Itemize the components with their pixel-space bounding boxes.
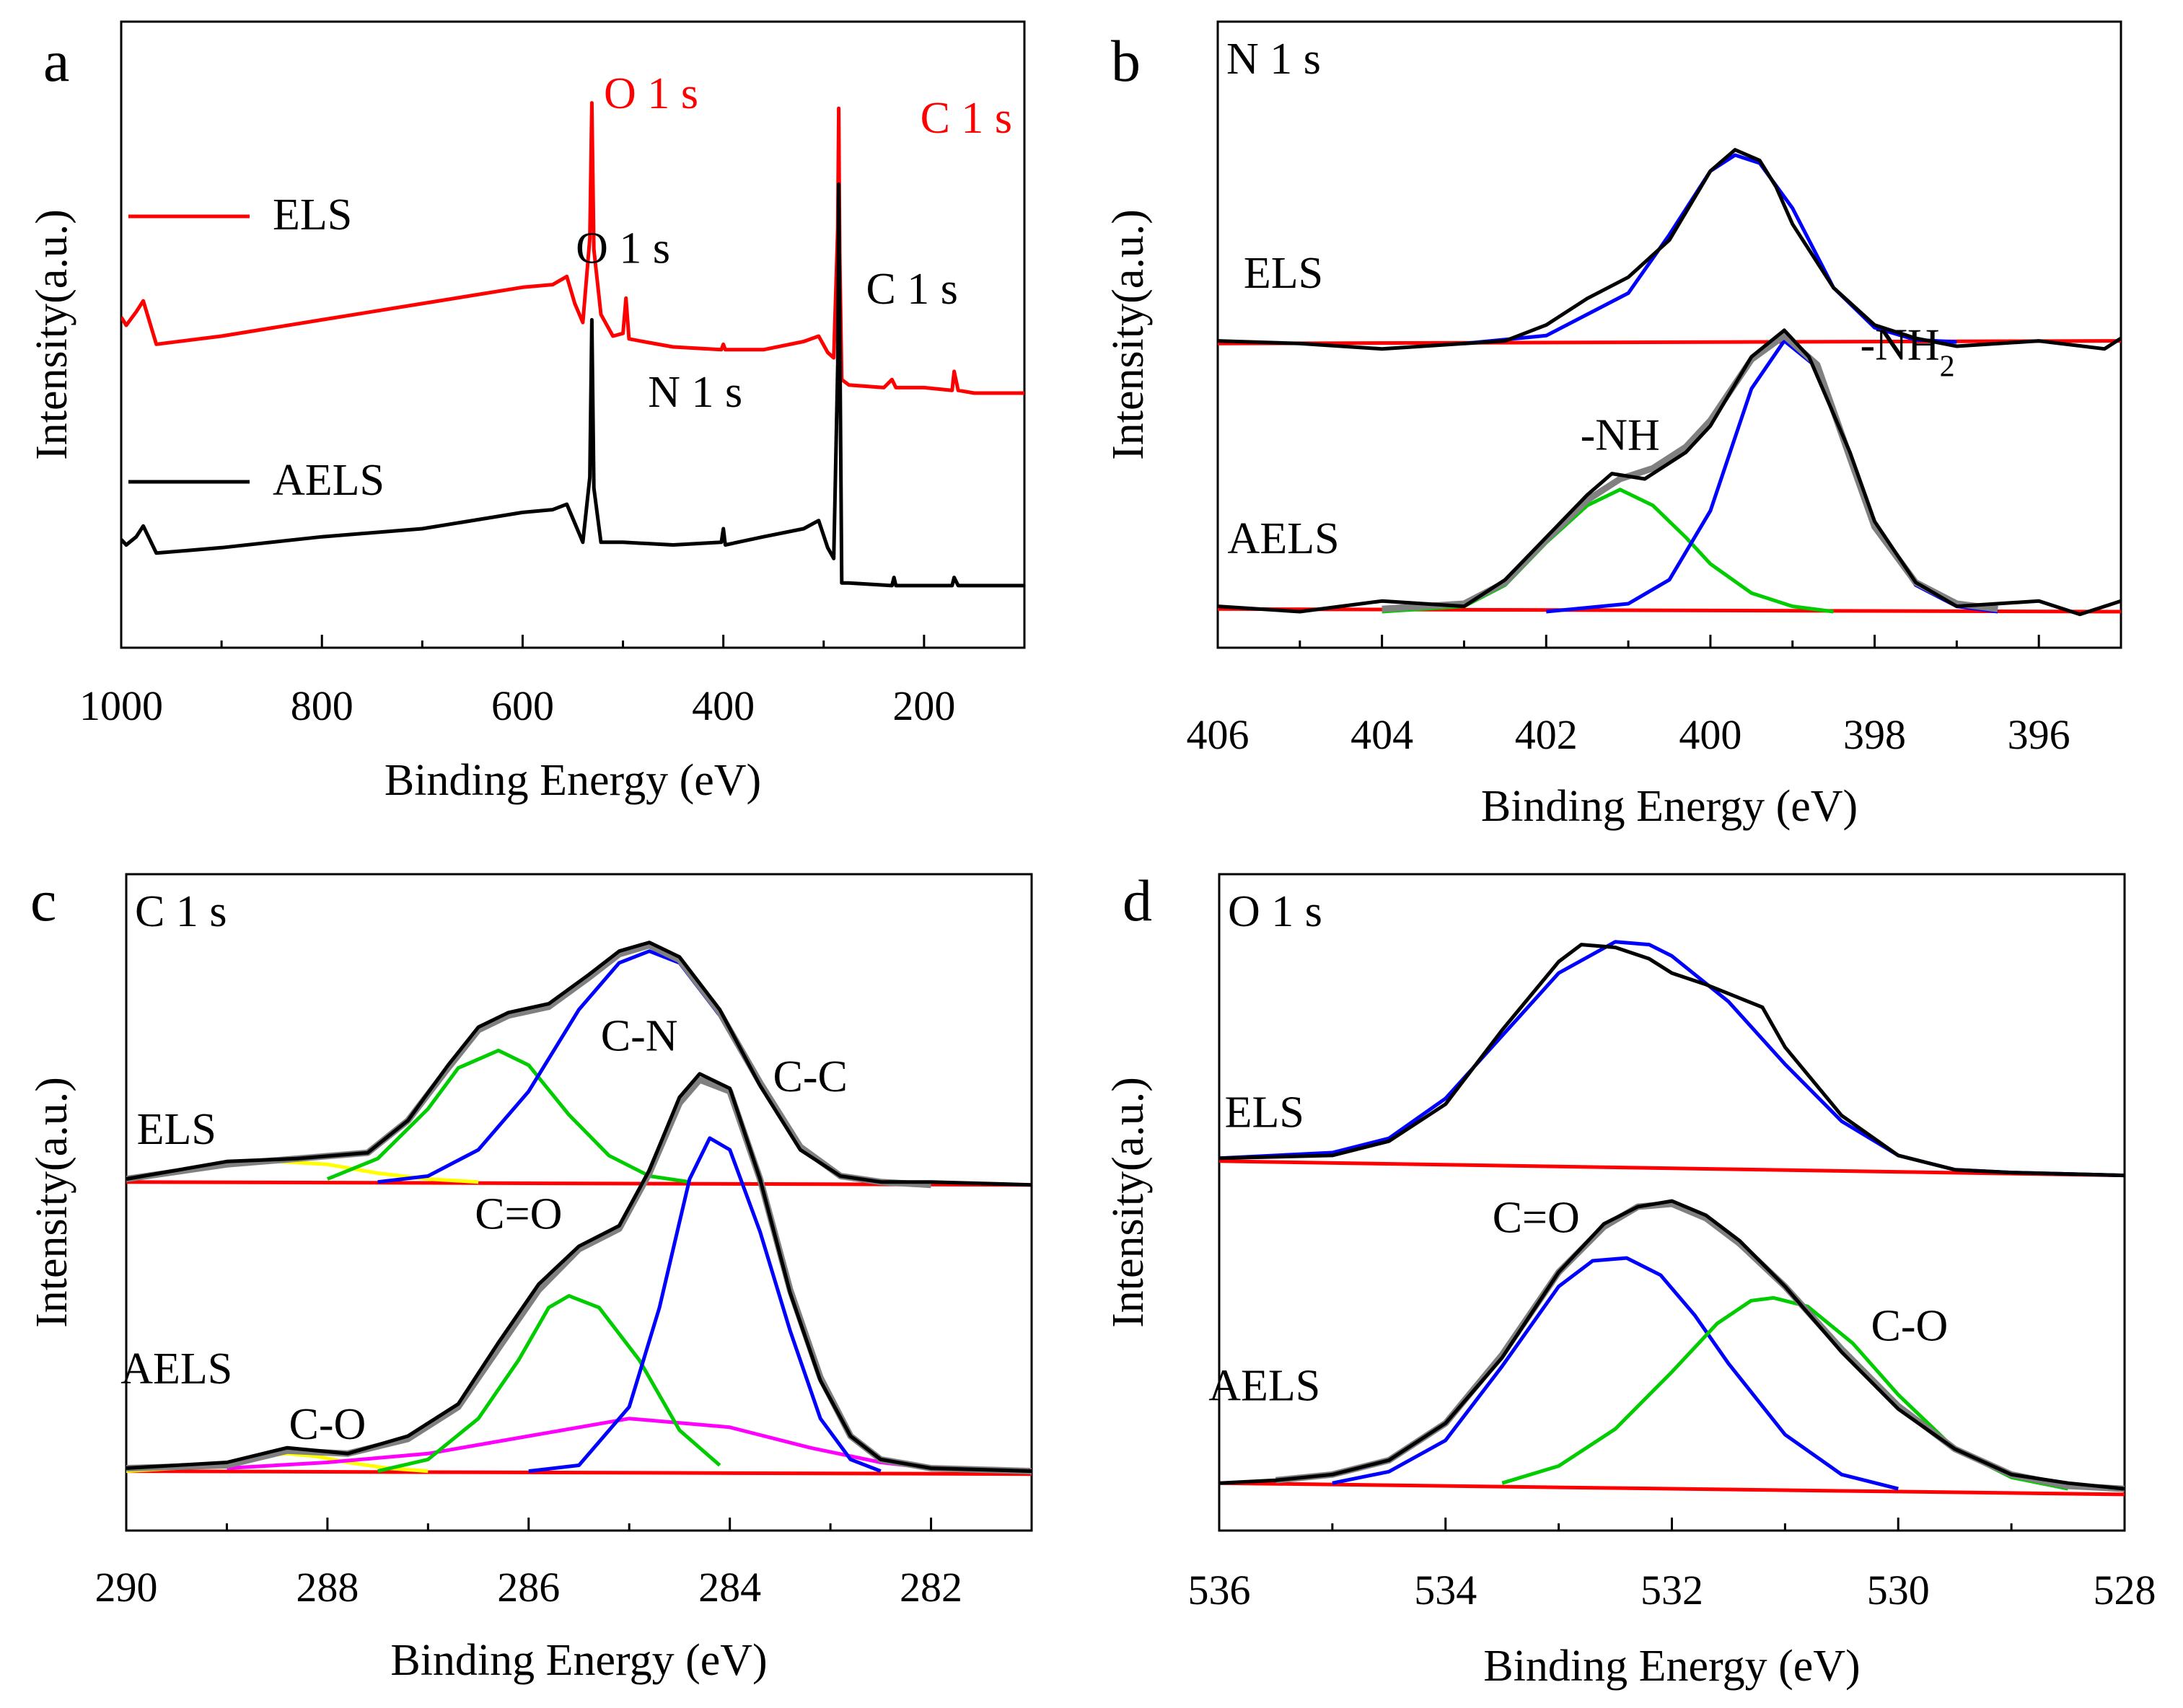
x-tick-label: 600 (491, 682, 554, 729)
annotation-label: C-N (601, 1011, 678, 1060)
panel-b: b 406 404 402 400 398 396 Binding Energy (eV) In… (1104, 20, 2122, 831)
x-tick-label: 800 (291, 682, 353, 729)
annotation-label: -NH (1581, 411, 1660, 460)
series-aels-nh2-peak (1546, 339, 1998, 614)
series-aels-baseline (1219, 1481, 2125, 1497)
panel-d: d 536 534 532 530 528 Binding Energy (eV) Inten… (1104, 868, 2156, 1691)
x-tick-label: 286 (497, 1564, 560, 1611)
x-axis-label: Binding Energy (eV) (1481, 782, 1858, 831)
x-tick-label: 290 (95, 1564, 158, 1611)
plot-frame (1216, 20, 2122, 649)
x-tick-label: 284 (698, 1564, 761, 1611)
x-tick-label: 282 (900, 1564, 962, 1611)
spectrum-title: C 1 s (135, 887, 227, 936)
annotation-label: O 1 s (576, 224, 670, 273)
x-axis-label: Binding Energy (eV) (390, 1636, 767, 1685)
x-tick-label: 406 (1187, 711, 1249, 758)
panel-c: c 290 288 286 284 282 Binding Energy (eV) Inten… (27, 868, 1033, 1685)
series-aels-envelope (126, 1076, 1032, 1475)
x-tick-label: 530 (1867, 1567, 1930, 1614)
series-els-c-o-peak (326, 1048, 690, 1184)
series-aels-c-o-peak (1332, 1256, 1899, 1491)
y-axis-label: Intensity(a.u.) (1104, 1077, 1153, 1328)
annotation-label: AELS (1228, 514, 1340, 563)
annotation-label: AELS (120, 1344, 232, 1394)
annotation-label: AELS (1208, 1362, 1320, 1411)
series-aels-raw (1219, 1199, 2125, 1491)
panel-letter: d (1123, 868, 1152, 933)
annotation-label: ELS (1225, 1088, 1304, 1137)
annotation-label: C-C (773, 1052, 848, 1101)
x-tick-label: 534 (1414, 1567, 1477, 1614)
annotation-label: ELS (137, 1105, 216, 1154)
annotation-label: C-O (289, 1400, 366, 1449)
series-aels-c-o-peak (377, 1294, 721, 1474)
x-tick-label: 536 (1188, 1567, 1251, 1614)
x-tick-label: 396 (2008, 711, 2070, 758)
series-aels-raw (1218, 328, 2121, 617)
series-els (121, 101, 1024, 395)
annotation-label: C=O (1493, 1194, 1580, 1243)
panel-letter: a (43, 28, 69, 94)
x-tick-label: 528 (2094, 1567, 2156, 1614)
series-aels-baseline (126, 1469, 1032, 1476)
panel-a: a 1000 800 600 400 200 Binding Energy (eV) Inte… (27, 20, 1026, 805)
x-tick-label: 404 (1350, 711, 1413, 758)
panel-letter: b (1111, 28, 1141, 94)
series-aels-envelope (1382, 332, 1998, 612)
x-tick-label: 402 (1515, 711, 1578, 758)
x-axis-label: Binding Energy (eV) (1483, 1642, 1860, 1691)
spectrum-title: N 1 s (1226, 35, 1321, 84)
x-axis-label: Binding Energy (eV) (385, 756, 761, 805)
annotation-label: N 1 s (648, 368, 742, 417)
series-aels-raw (126, 1072, 1032, 1474)
series-aels-baseline (1218, 607, 2121, 614)
x-tick-label: 1000 (79, 682, 163, 729)
annotation-label: -NH2 (1860, 320, 1954, 383)
legend-label: AELS (273, 456, 385, 505)
legend-label: ELS (273, 190, 352, 239)
y-axis-label: Intensity(a.u.) (1104, 209, 1153, 460)
x-tick-label: 398 (1843, 711, 1906, 758)
series-els-fit (1219, 940, 2125, 1178)
series-aels-envelope (1275, 1200, 2125, 1492)
x-tick-label: 200 (892, 682, 955, 729)
series-aels (121, 182, 1024, 588)
series-els-baseline (1219, 1159, 2125, 1178)
series-els-raw (126, 941, 1032, 1187)
plot-frame (125, 873, 1033, 1532)
plot-frame (120, 20, 1026, 649)
panel-letter: c (30, 868, 56, 933)
annotation-label: C 1 s (921, 94, 1012, 143)
series-els-fit (1464, 153, 1957, 345)
x-tick-label: 400 (1679, 711, 1741, 758)
y-axis-label: Intensity(a.u.) (27, 1077, 76, 1328)
series-els-raw (1219, 943, 2125, 1178)
annotation-label: C-O (1871, 1302, 1949, 1351)
y-axis-label: Intensity(a.u.) (27, 209, 76, 460)
series-els-baseline (1218, 339, 2121, 345)
annotation-label: O 1 s (604, 69, 698, 118)
x-tick-label: 288 (296, 1564, 359, 1611)
series-aels-c-c-peak (528, 1136, 882, 1474)
series-els-raw (1218, 148, 2121, 351)
spectrum-title: O 1 s (1228, 887, 1322, 936)
annotation-label: ELS (1244, 249, 1323, 298)
annotation-label: C 1 s (866, 265, 957, 314)
series-aels-nh-peak (1382, 488, 1834, 614)
annotation-label: C=O (475, 1189, 562, 1238)
x-tick-label: 400 (692, 682, 755, 729)
x-tick-label: 532 (1640, 1567, 1703, 1614)
